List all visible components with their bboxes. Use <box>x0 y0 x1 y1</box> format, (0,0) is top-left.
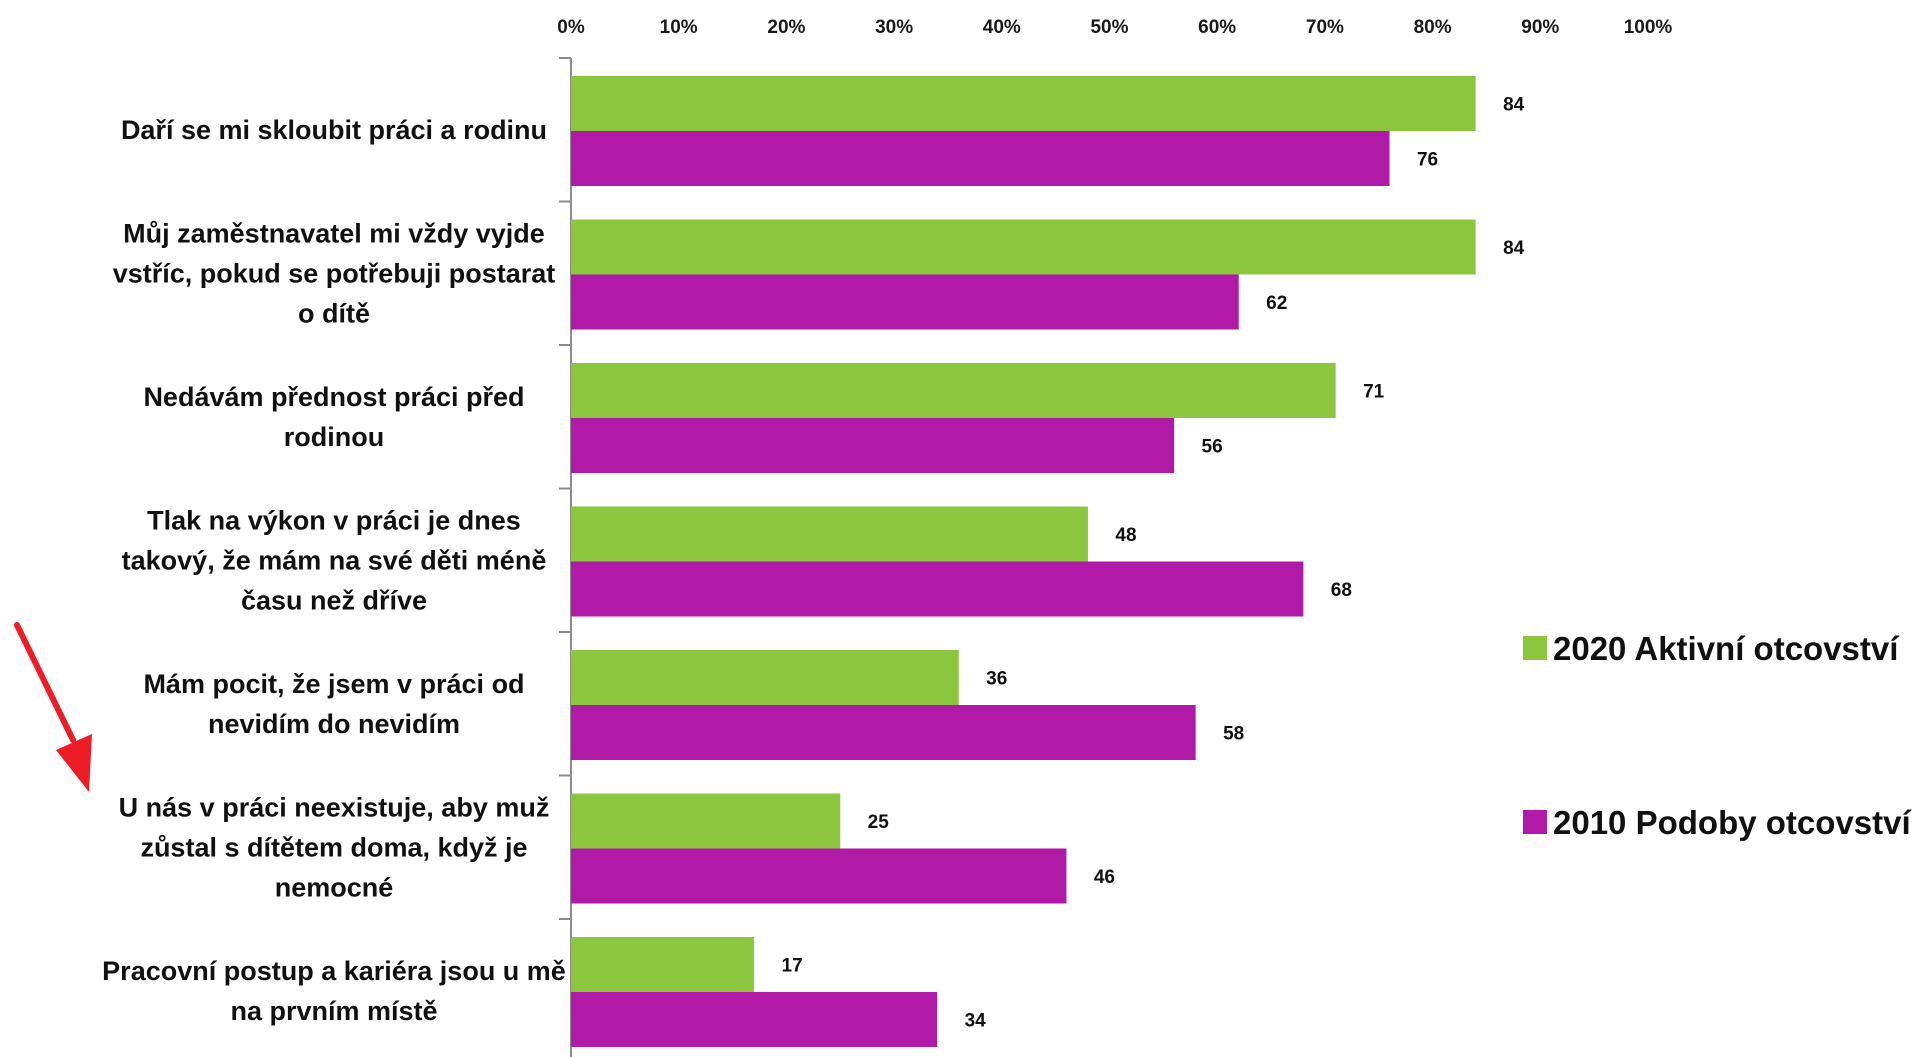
bar <box>571 76 1476 131</box>
x-tick-label: 100% <box>1624 17 1673 38</box>
legend-label: 2020 Aktivní otcovství <box>1553 630 1900 667</box>
bar <box>571 506 1088 562</box>
value-labels: 84 84 71 48 36 25 17 76 62 56 68 58 46 34 <box>782 95 1525 1032</box>
x-axis: 0% 10% 20% 30% 40% 50% 60% 70% 80% 90% 100% <box>557 17 1672 1057</box>
category-label-line: vstříc, pokud se potřebuji postarat <box>113 258 556 288</box>
category-label-line: takový, že mám na své děti méně <box>122 545 547 575</box>
category-label-line: času než dříve <box>241 585 427 615</box>
bar <box>571 848 1067 904</box>
legend-label: 2010 Podoby otcovství <box>1553 804 1912 841</box>
x-tick-label: 0% <box>557 17 585 38</box>
category-label-line: nevidím do nevidím <box>208 709 460 739</box>
category-label: Daří se mi skloubit práci a rodinu <box>121 115 547 145</box>
data-label: 84 <box>1503 95 1525 116</box>
category-label-line: nemocné <box>275 872 394 902</box>
category-label-line: zůstal s dítětem doma, když je <box>140 832 527 862</box>
data-label: 68 <box>1331 580 1352 601</box>
bar <box>571 561 1304 617</box>
legend-swatch <box>1523 636 1547 660</box>
category-label-line: Tlak na výkon v práci je dnes <box>147 505 521 535</box>
bar <box>571 650 959 705</box>
arrow-head <box>56 734 92 792</box>
data-label: 36 <box>986 669 1007 690</box>
data-label: 34 <box>965 1011 987 1032</box>
data-label: 62 <box>1266 293 1287 314</box>
data-label: 46 <box>1094 867 1115 888</box>
bar <box>571 131 1390 186</box>
category-label-line: Pracovní postup a kariéra jsou u mě <box>102 956 566 986</box>
x-tick-label: 90% <box>1521 17 1559 38</box>
x-tick-label: 60% <box>1198 17 1236 38</box>
category-label: Nedávám přednost práci před rodinou <box>143 382 524 452</box>
category-label-line: Mám pocit, že jsem v práci od <box>143 669 524 699</box>
bar <box>571 705 1196 760</box>
category-label-line: na prvním místě <box>230 996 437 1026</box>
x-tick-label: 30% <box>875 17 913 38</box>
bar <box>571 992 938 1047</box>
category-label-line: o dítě <box>298 298 370 328</box>
bar <box>571 793 841 849</box>
data-label: 76 <box>1417 150 1438 171</box>
highlight-arrow-icon <box>14 622 92 792</box>
bar <box>571 937 755 992</box>
bar <box>571 274 1239 330</box>
category-label: Mám pocit, že jsem v práci od nevidím do … <box>143 669 524 739</box>
legend: 2020 Aktivní otcovství 2010 Podoby otcovs… <box>1523 630 1912 841</box>
bar <box>571 363 1336 418</box>
category-label-line: rodinou <box>284 422 384 452</box>
data-label: 17 <box>782 956 803 977</box>
category-label: Můj zaměstnavatel mi vždy vyjde vstříc, p… <box>113 218 556 328</box>
category-labels: Daří se mi skloubit práci a rodinu Můj za… <box>102 115 566 1026</box>
data-label: 48 <box>1115 525 1136 546</box>
data-label: 56 <box>1202 437 1223 458</box>
category-label: Tlak na výkon v práci je dnes takový, že … <box>122 505 547 615</box>
category-label: Pracovní postup a kariéra jsou u mě na pr… <box>102 956 566 1026</box>
data-label: 71 <box>1363 382 1385 403</box>
category-label-line: Nedávám přednost práci před <box>143 382 524 412</box>
data-label: 84 <box>1503 238 1525 259</box>
x-tick-label: 80% <box>1414 17 1452 38</box>
legend-swatch <box>1523 810 1547 834</box>
x-tick-label: 70% <box>1306 17 1344 38</box>
x-tick-label: 10% <box>660 17 698 38</box>
bars <box>571 76 1476 1047</box>
category-label: U nás v práci neexistuje, aby muž zůstal … <box>119 792 550 902</box>
x-tick-label: 20% <box>767 17 805 38</box>
category-label-line: U nás v práci neexistuje, aby muž <box>119 792 550 822</box>
data-label: 58 <box>1223 724 1244 745</box>
data-label: 25 <box>868 812 890 833</box>
x-tick-label: 50% <box>1090 17 1128 38</box>
category-label-line: Můj zaměstnavatel mi vždy vyjde <box>123 218 545 248</box>
category-label-line: Daří se mi skloubit práci a rodinu <box>121 115 547 145</box>
arrow-shaft <box>14 622 76 743</box>
x-tick-label: 40% <box>983 17 1021 38</box>
bar <box>571 418 1175 473</box>
bar <box>571 219 1476 275</box>
